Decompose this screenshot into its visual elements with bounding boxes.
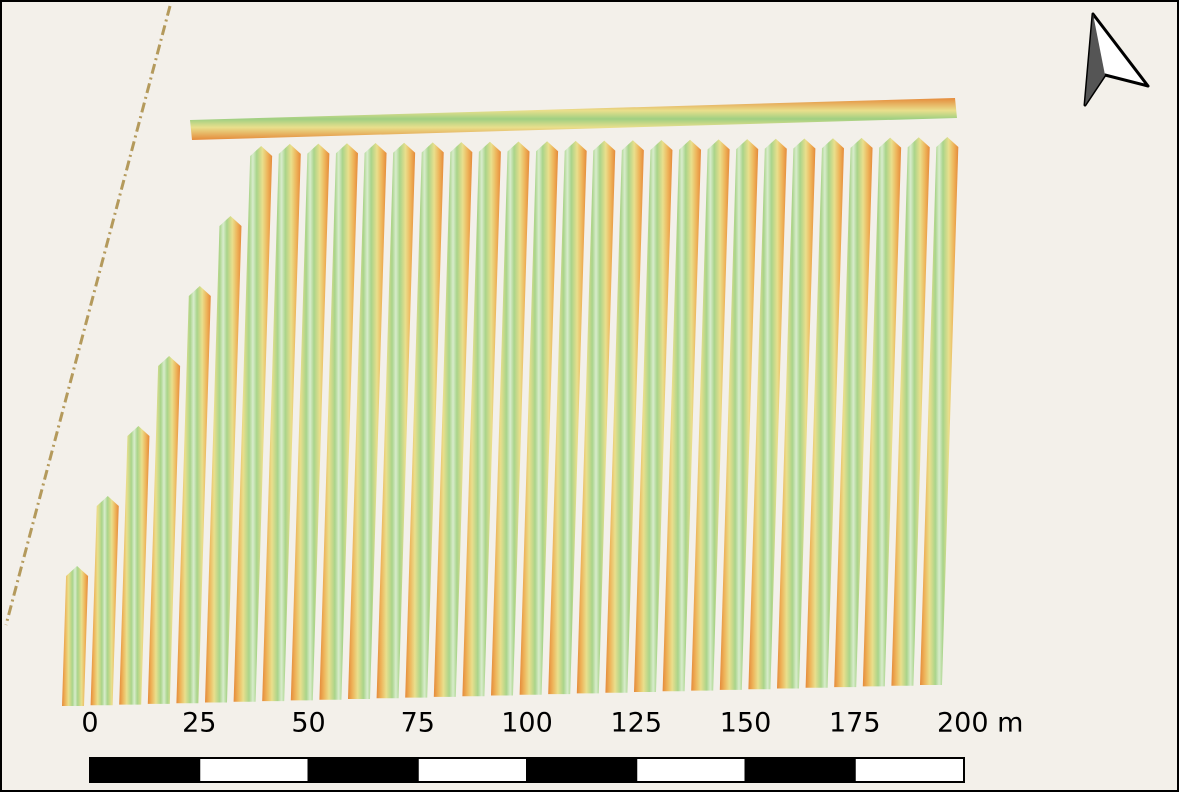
scale-label: 0	[81, 708, 98, 739]
field-row	[433, 142, 473, 697]
scale-label: 75	[401, 708, 435, 739]
scale-segment	[853, 757, 965, 783]
field-row	[147, 356, 181, 704]
field-row	[462, 141, 501, 697]
field-row	[605, 140, 644, 693]
road	[4, 5, 172, 626]
north-arrow-shade	[1085, 14, 1105, 105]
field-row	[233, 146, 273, 702]
scale-segment	[198, 757, 310, 783]
scale-segment	[635, 757, 747, 783]
field-row	[662, 139, 702, 692]
scale-label: 200 m	[937, 708, 1023, 739]
field-row	[176, 286, 211, 704]
scale-label: 25	[182, 708, 216, 739]
field-row	[691, 139, 730, 691]
field-strip	[190, 98, 957, 140]
field-row	[90, 496, 119, 706]
scale-segment	[526, 757, 638, 783]
scale-label: 125	[610, 708, 662, 739]
scale-segment	[307, 757, 419, 783]
field-row	[777, 138, 816, 689]
north-arrow	[1083, 12, 1150, 107]
field-row	[348, 143, 387, 699]
field-row	[719, 139, 759, 690]
scale-segment	[89, 757, 201, 783]
scale-label: 50	[291, 708, 325, 739]
field-row	[62, 566, 89, 706]
field-row	[119, 426, 150, 705]
field-row	[262, 143, 301, 702]
field-row	[319, 143, 358, 700]
field-row	[519, 141, 559, 695]
scale-segment	[416, 757, 528, 783]
scale-label: 150	[720, 708, 772, 739]
field-row	[576, 140, 616, 694]
field-row	[376, 142, 416, 699]
field-row	[205, 216, 242, 703]
field-row	[290, 143, 330, 701]
field-row	[405, 142, 444, 698]
scale-label: 100	[501, 708, 553, 739]
field-row	[891, 137, 930, 686]
field-row	[748, 138, 787, 690]
field-row	[548, 140, 587, 695]
field-row	[862, 137, 902, 687]
field-row	[834, 137, 873, 688]
field-row	[491, 141, 530, 696]
scale-label: 175	[829, 708, 881, 739]
scale-segment	[744, 757, 856, 783]
scale-bar: 0 25 50 75 100 125 150 175 200 m	[81, 708, 1023, 783]
field-row	[805, 138, 844, 688]
field-row	[634, 140, 673, 692]
field-rows	[62, 137, 959, 706]
field-row	[920, 137, 959, 685]
